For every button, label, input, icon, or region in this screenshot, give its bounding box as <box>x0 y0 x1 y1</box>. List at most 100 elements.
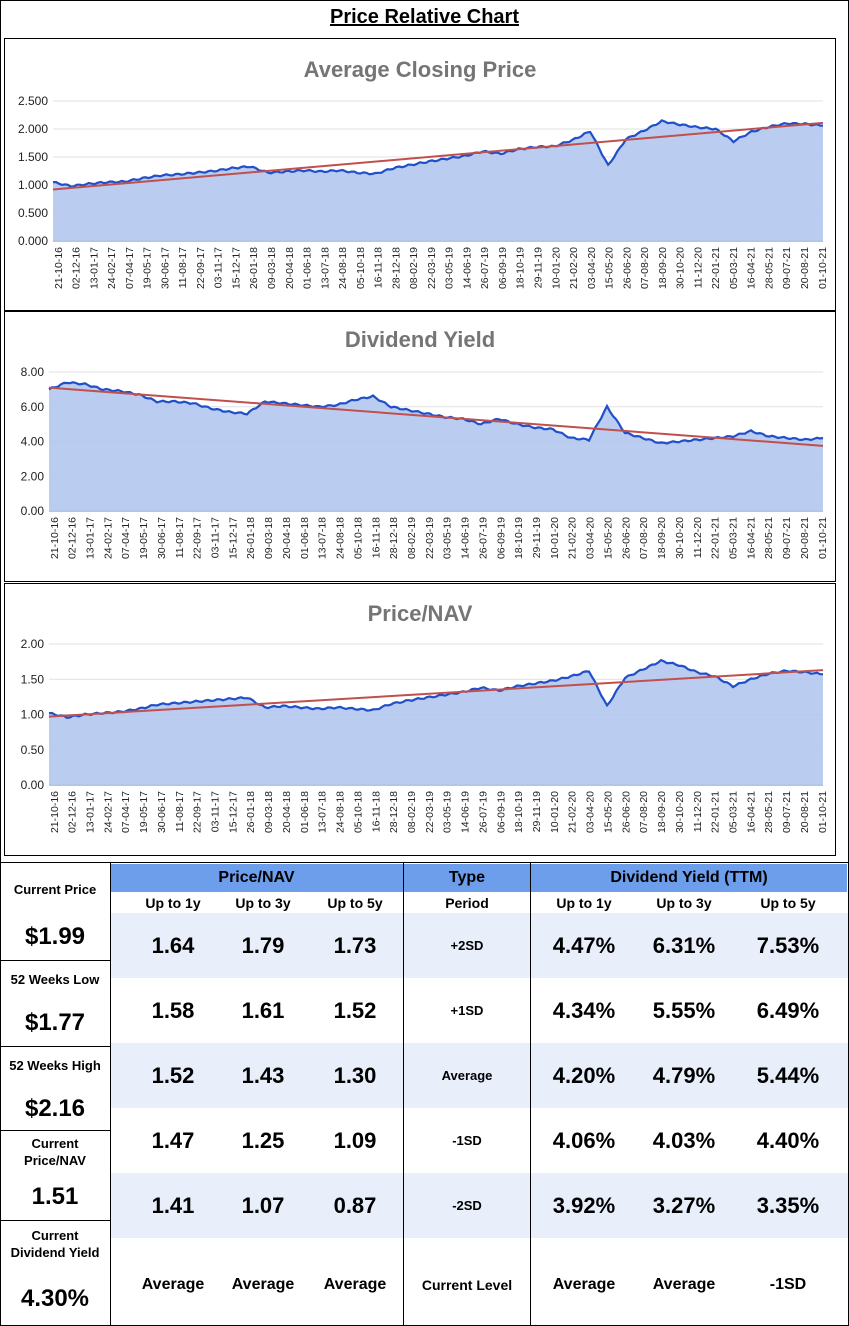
x-tick-label: 20-04-18 <box>284 247 296 289</box>
y-tick-label: 0.500 <box>18 206 48 220</box>
period-type: Average <box>441 1068 493 1083</box>
x-tick-label: 13-07-18 <box>317 791 329 833</box>
current-price-label: Current Price <box>13 881 97 897</box>
x-tick-label: 22-09-17 <box>192 791 204 833</box>
current-dividend-yield-value: 4.30% <box>20 1285 90 1312</box>
x-tick-label: 05-03-21 <box>728 247 740 289</box>
left-divider <box>0 1046 110 1047</box>
x-tick-label: 16-04-21 <box>746 247 758 289</box>
x-tick-label: 03-04-20 <box>586 247 598 289</box>
x-tick-label: 22-03-19 <box>426 247 438 289</box>
x-tick-label: 26-06-20 <box>621 247 633 289</box>
chart-title: Price/NAV <box>368 601 473 626</box>
x-tick-label: 28-05-21 <box>763 791 775 833</box>
current-level-label: Current Level <box>421 1277 513 1293</box>
price-nav-value: 1.25 <box>241 1127 285 1153</box>
dividend-yield-current-level: Average <box>552 1276 616 1293</box>
x-tick-label: 30-10-20 <box>674 517 686 559</box>
price-nav-value: 1.79 <box>241 932 285 958</box>
x-tick-label: 30-06-17 <box>156 791 168 833</box>
price-nav-chart: Price/NAV 0.00 0.50 1.00 1.50 2.00 21-10-16 02-… <box>21 601 829 833</box>
subheader-dy-5y: Up to 5y <box>760 895 816 911</box>
price-nav-value: 1.73 <box>333 932 377 958</box>
x-tick-label: 22-03-19 <box>424 791 436 833</box>
x-tick-label: 11-12-20 <box>692 247 704 288</box>
x-tick-label: 03-11-17 <box>213 247 225 288</box>
x-tick-label: 06-09-19 <box>497 247 509 289</box>
series-area <box>53 120 823 241</box>
x-tick-label: 01-10-21 <box>817 791 829 833</box>
y-tick-label: 8.00 <box>21 365 45 379</box>
dividend-yield-value: 3.92% <box>552 1192 616 1218</box>
x-tick-label: 09-03-18 <box>263 517 275 559</box>
table-top-border <box>0 862 849 863</box>
price-nav-value: 1.43 <box>241 1062 285 1088</box>
x-tick-label: 29-11-19 <box>531 517 543 558</box>
x-tick-label: 22-09-17 <box>195 247 207 289</box>
subheader-pn-5y: Up to 5y <box>327 895 383 911</box>
x-tick-label: 15-12-17 <box>227 517 239 559</box>
x-tick-label: 11-12-20 <box>692 517 704 558</box>
x-tick-label: 15-05-20 <box>602 791 614 833</box>
price-nav-current-level: Average <box>323 1276 387 1293</box>
dividend-yield-chart: Dividend Yield 0.00 2.00 4.00 6.00 8.00 21-10-… <box>21 327 829 559</box>
x-tick-label: 11-12-20 <box>692 791 704 832</box>
dividend-yield-value: 5.55% <box>652 997 716 1023</box>
x-tick-label: 05-10-18 <box>355 247 367 289</box>
x-tick-label: 30-10-20 <box>674 791 686 833</box>
x-tick-label: 18-10-19 <box>515 247 527 289</box>
x-tick-label: 09-03-18 <box>263 791 275 833</box>
x-tick-label: 20-04-18 <box>281 517 293 559</box>
period-type: +1SD <box>450 1003 484 1018</box>
price-nav-value: 1.30 <box>333 1062 377 1088</box>
current-price-nav-label: Current Price/NAV <box>24 1136 86 1168</box>
trend-line <box>48 669 824 718</box>
x-tick-label: 03-11-17 <box>210 791 222 832</box>
y-tick-label: 1.50 <box>21 672 45 686</box>
dividend-yield-value: 7.53% <box>756 932 820 958</box>
current-price-value: $1.99 <box>24 923 86 950</box>
price-nav-header: Price/NAV <box>110 864 403 892</box>
x-tick-label: 22-01-21 <box>710 247 722 289</box>
price-nav-value: 1.47 <box>151 1127 195 1153</box>
x-tick-label: 24-02-17 <box>106 247 118 289</box>
x-tick-label: 21-10-16 <box>49 791 61 833</box>
x-tick-label: 09-07-21 <box>781 517 793 559</box>
x-tick-label: 15-05-20 <box>602 517 614 559</box>
x-tick-label: 01-06-18 <box>299 517 311 559</box>
series-area <box>49 660 823 785</box>
y-tick-label: 2.00 <box>21 637 45 651</box>
x-tick-label: 28-12-18 <box>388 517 400 559</box>
trend-line <box>48 386 824 447</box>
x-tick-label: 28-05-21 <box>763 247 775 289</box>
x-tick-label: 07-08-20 <box>639 247 651 289</box>
x-tick-label: 10-01-20 <box>550 247 562 289</box>
y-tick-label: 0.000 <box>18 234 48 248</box>
x-tick-label: 14-06-19 <box>460 517 472 559</box>
row-band <box>110 1173 848 1238</box>
x-tick-label: 13-07-18 <box>317 517 329 559</box>
current-price-nav-value: 1.51 <box>31 1183 79 1210</box>
price-nav-current-level: Average <box>141 1276 205 1293</box>
subheader-pn-1y: Up to 1y <box>145 895 201 911</box>
period-type: -2SD <box>452 1198 482 1213</box>
dividend-yield-value: 3.27% <box>652 1192 716 1218</box>
x-tick-label: 18-09-20 <box>656 517 668 559</box>
dividend-yield-value: 3.35% <box>756 1192 820 1218</box>
y-tick-label: 0.00 <box>21 778 45 792</box>
x-tick-label: 07-04-17 <box>124 247 136 289</box>
x-tick-label: 09-03-18 <box>266 247 278 289</box>
x-tick-label: 03-05-19 <box>442 517 454 559</box>
x-tick-label: 02-12-16 <box>71 247 83 289</box>
x-tick-label: 24-08-18 <box>335 517 347 559</box>
price-nav-value: 1.07 <box>241 1192 285 1218</box>
x-tick-label: 02-12-16 <box>67 791 79 833</box>
x-tick-label: 14-06-19 <box>460 791 472 833</box>
chart-title: Average Closing Price <box>304 57 537 82</box>
x-tick-label: 08-02-19 <box>406 791 418 833</box>
series-line <box>48 658 824 720</box>
y-tick-label: 2.000 <box>18 122 48 136</box>
x-tick-label: 05-03-21 <box>727 791 739 833</box>
x-tick-label: 16-11-18 <box>373 247 385 288</box>
x-tick-label: 15-05-20 <box>604 247 616 289</box>
